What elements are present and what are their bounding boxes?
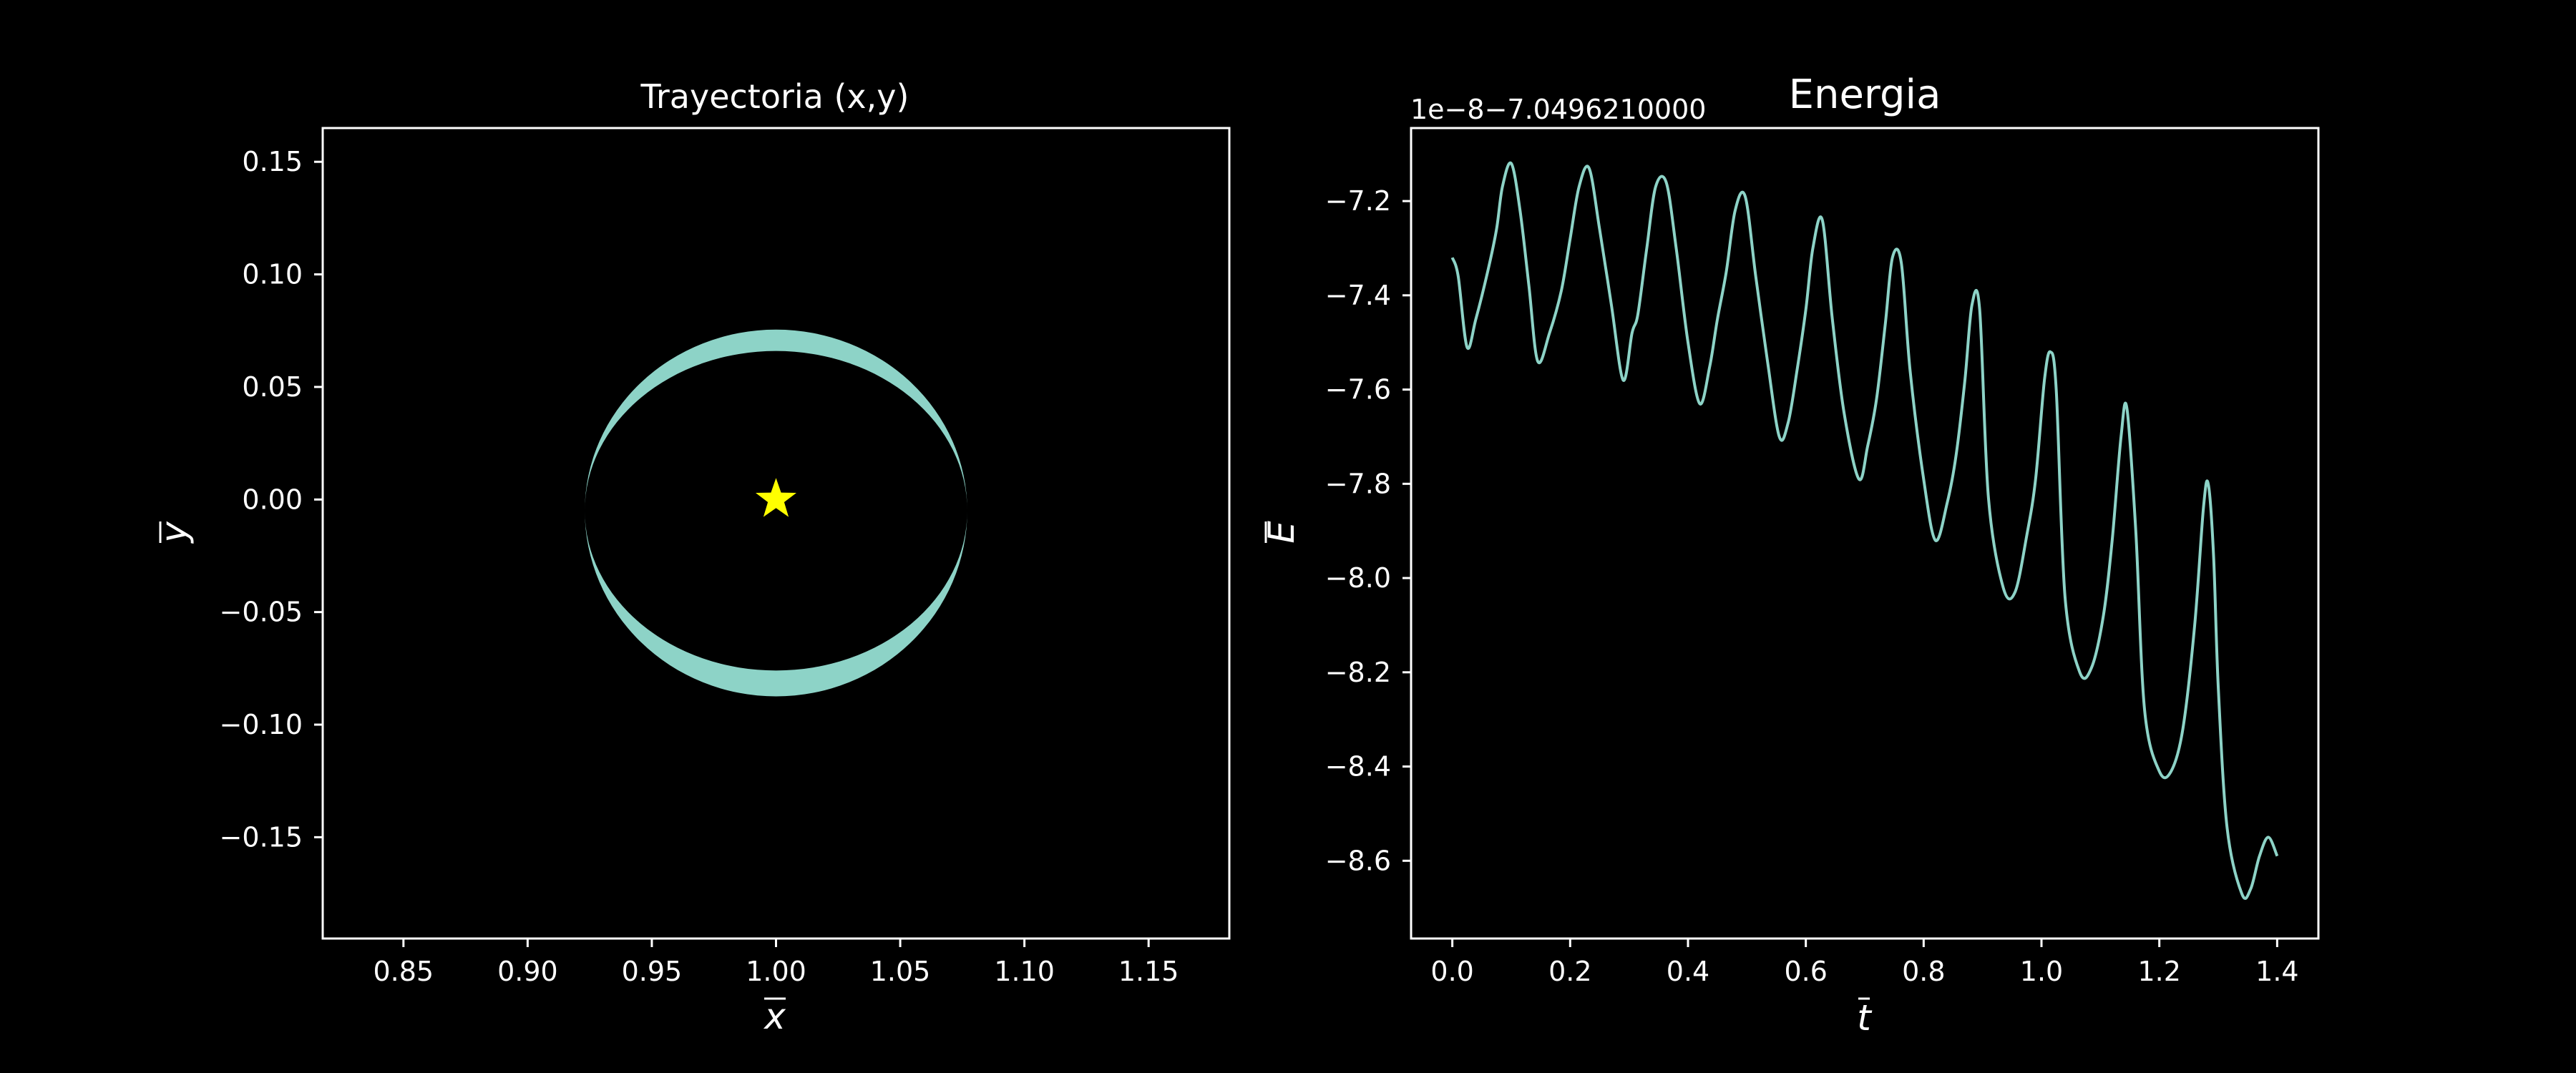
x-tick-label: 0.95 <box>622 956 683 987</box>
trajectory-plot-area <box>585 329 967 697</box>
x-tick-label: 1.10 <box>994 956 1055 987</box>
y-tick-label: −7.2 <box>1325 185 1391 217</box>
energy-axes-frame <box>1410 127 2320 940</box>
trajectory-x-axis-label: x <box>763 996 786 1037</box>
energy-plot-area <box>1450 161 2279 900</box>
x-tick-label: 1.00 <box>746 956 806 987</box>
y-tick-label: −8.0 <box>1325 562 1391 594</box>
y-tick-label: 0.00 <box>242 484 303 515</box>
x-tick-label: 0.0 <box>1430 956 1473 987</box>
y-tick-label: −0.10 <box>220 709 303 740</box>
energy-offset-text: 1e−8−7.0496210000 <box>1410 94 1706 125</box>
x-tick-label: 0.90 <box>497 956 558 987</box>
energy-chart: Energia 1e−8−7.0496210000 0.0 0.2 0.4 0.6 0.… <box>1261 72 2320 1039</box>
x-tick-label: 1.05 <box>870 956 931 987</box>
y-tick-label: −0.15 <box>220 821 303 853</box>
x-tick-label: 1.15 <box>1118 956 1179 987</box>
energy-y-axis-label: E <box>1261 521 1302 544</box>
y-tick-label: 0.15 <box>242 146 303 177</box>
x-tick-label: 0.4 <box>1667 956 1709 987</box>
y-tick-label: −7.8 <box>1325 468 1391 499</box>
trajectory-x-ticks: 0.85 0.90 0.95 1.00 1.05 1.10 1.15 <box>374 939 1179 987</box>
energy-x-axis-label: t <box>1857 997 1873 1039</box>
y-tick-label: 0.10 <box>242 259 303 290</box>
y-tick-label: −8.2 <box>1325 657 1391 688</box>
x-tick-label: 0.6 <box>1784 956 1827 987</box>
x-tick-label: 0.85 <box>374 956 434 987</box>
trajectory-chart: Trayectoria (x,y) 0.85 0.90 0.95 1.00 1.05 1.… <box>153 77 1231 1037</box>
x-tick-label: 1.4 <box>2255 956 2298 987</box>
trajectory-chart-title: Trayectoria (x,y) <box>640 77 909 116</box>
y-tick-label: −7.6 <box>1325 374 1391 406</box>
x-tick-label: 0.2 <box>1548 956 1591 987</box>
y-tick-label: 0.05 <box>242 371 303 403</box>
energy-series-line <box>1450 161 2279 900</box>
trajectory-y-ticks: 0.15 0.10 0.05 0.00 −0.05 −0.10 −0.15 <box>220 146 323 853</box>
y-tick-label: −8.6 <box>1325 845 1391 876</box>
y-tick-label: −0.05 <box>220 597 303 628</box>
x-tick-label: 0.8 <box>1902 956 1945 987</box>
energy-chart-title: Energia <box>1789 72 1941 118</box>
x-tick-label: 1.2 <box>2137 956 2180 987</box>
energy-y-ticks: −7.2 −7.4 −7.6 −7.8 −8.0 −8.2 −8.4 −8.6 <box>1325 185 1411 876</box>
central-star-marker <box>756 478 796 517</box>
energy-x-ticks: 0.0 0.2 0.4 0.6 0.8 1.0 1.2 1.4 <box>1430 939 2299 987</box>
y-tick-label: −7.4 <box>1325 280 1391 311</box>
x-tick-label: 1.0 <box>2020 956 2063 987</box>
y-tick-label: −8.4 <box>1325 751 1391 783</box>
